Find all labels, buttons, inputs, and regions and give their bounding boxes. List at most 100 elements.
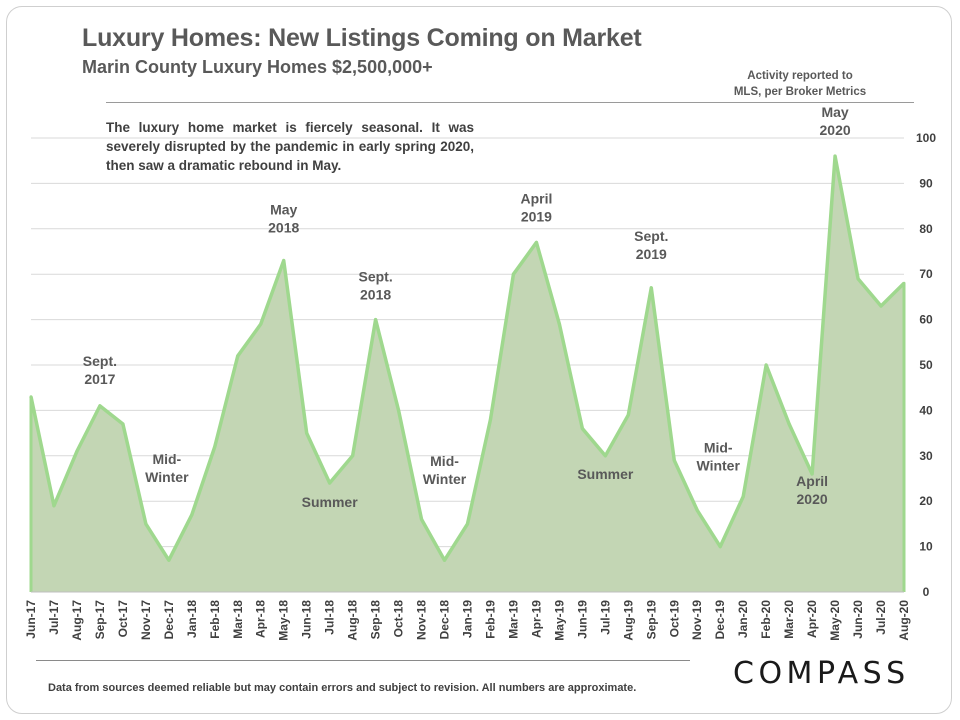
x-tick-label-Dec-19: Dec-19	[713, 600, 727, 640]
x-tick-label-Feb-19: Feb-19	[483, 600, 497, 639]
x-tick-label-May-19: May-19	[552, 600, 566, 641]
data-point-Aug-17	[75, 449, 79, 453]
data-point-Dec-18	[443, 558, 447, 562]
x-tick-label-Aug-17: Aug-17	[70, 600, 84, 641]
annotation-Dec-17-line-1: Mid-	[152, 451, 181, 467]
data-point-Aug-18	[351, 454, 355, 458]
y-tick-label-70: 70	[919, 267, 933, 281]
x-tick-label-Jun-18: Jun-18	[300, 600, 314, 639]
source-note-line-2: MLS, per Broker Metrics	[733, 86, 867, 98]
data-point-Jul-17	[52, 504, 56, 508]
annotation-Dec-18-line-2: Winter	[423, 471, 467, 487]
data-point-Jun-20	[856, 277, 860, 281]
data-point-Nov-19	[695, 508, 699, 512]
x-tick-label-Sep-17: Sep-17	[93, 600, 107, 640]
annotation-Jul-18-line-1: Summer	[302, 494, 359, 510]
annotation-Dec-19-line-2: Winter	[696, 458, 740, 474]
data-point-Mar-19	[511, 272, 515, 276]
data-point-Nov-17	[144, 522, 148, 526]
x-tick-label-Aug-20: Aug-20	[897, 600, 911, 641]
x-tick-label-Oct-19: Oct-19	[667, 600, 681, 638]
data-point-Aug-20	[902, 281, 906, 285]
annotation-Apr-20-line-1: April	[796, 473, 828, 489]
x-tick-label-Mar-20: Mar-20	[782, 600, 796, 639]
annotation-Apr-19-line-2: 2019	[521, 208, 552, 224]
data-point-Feb-19	[488, 417, 492, 421]
x-tick-label-Apr-18: Apr-18	[254, 600, 268, 638]
y-tick-label-100: 100	[916, 131, 936, 145]
x-tick-label-Mar-19: Mar-19	[506, 600, 520, 639]
data-point-Feb-20	[764, 363, 768, 367]
x-tick-label-Jun-17: Jun-17	[24, 600, 38, 639]
x-tick-label-Jan-20: Jan-20	[736, 600, 750, 638]
y-tick-label-90: 90	[919, 176, 933, 190]
data-point-Apr-18	[259, 322, 263, 326]
data-point-Aug-19	[626, 413, 630, 417]
header-divider	[106, 102, 914, 103]
x-tick-label-Jun-20: Jun-20	[851, 600, 865, 639]
annotation-Jul-19-line-1: Summer	[577, 466, 634, 482]
annotation-May-18-line-2: 2018	[268, 220, 299, 236]
x-tick-label-Jul-18: Jul-18	[323, 600, 337, 635]
data-point-May-20	[833, 154, 837, 158]
data-point-Dec-19	[718, 545, 722, 549]
annotation-May-20-line-1: May	[821, 104, 848, 120]
annotation-May-20-line-2: 2020	[820, 122, 851, 138]
data-point-Jul-20	[879, 304, 883, 308]
x-tick-label-Aug-19: Aug-19	[621, 600, 635, 641]
x-tick-label-Oct-17: Oct-17	[116, 600, 130, 638]
y-tick-label-30: 30	[919, 449, 933, 463]
y-tick-label-50: 50	[919, 358, 933, 372]
footer-disclaimer: Data from sources deemed reliable but ma…	[48, 682, 637, 694]
x-tick-label-Nov-19: Nov-19	[690, 600, 704, 640]
slide-frame	[6, 6, 952, 714]
annotation-Sep-19-line-2: 2019	[636, 246, 667, 262]
chart-subtitle: Marin County Luxury Homes $2,500,000+	[82, 57, 433, 77]
annotation-Dec-17-line-2: Winter	[145, 469, 189, 485]
data-point-Mar-20	[787, 422, 791, 426]
annotation-Sep-17-line-1: Sept.	[83, 353, 117, 369]
annotation-Dec-19-line-1: Mid-	[704, 440, 733, 456]
x-tick-label-Mar-18: Mar-18	[231, 600, 245, 639]
data-point-Apr-20	[810, 472, 814, 476]
y-tick-label-60: 60	[919, 313, 933, 327]
y-tick-label-10: 10	[919, 540, 933, 554]
x-tick-label-Dec-18: Dec-18	[438, 600, 452, 640]
y-tick-label-40: 40	[919, 403, 933, 417]
data-point-Sep-19	[649, 286, 653, 290]
data-point-Feb-18	[213, 445, 217, 449]
source-note: Activity reported to MLS, per Broker Met…	[700, 68, 900, 100]
annotation-Sep-17-line-2: 2017	[84, 371, 115, 387]
x-tick-label-Dec-17: Dec-17	[162, 600, 176, 640]
x-tick-label-Sep-19: Sep-19	[644, 600, 658, 640]
data-point-Jul-19	[603, 454, 607, 458]
data-point-Jan-19	[466, 522, 469, 526]
x-tick-label-Sep-18: Sep-18	[369, 600, 383, 640]
y-tick-label-20: 20	[919, 494, 933, 508]
annotation-Apr-20-line-2: 2020	[797, 491, 828, 507]
data-point-Oct-19	[672, 458, 676, 462]
data-point-Oct-18	[397, 408, 401, 412]
annotation-Sep-18-line-2: 2018	[360, 287, 391, 303]
annotation-Sep-19-line-1: Sept.	[634, 228, 668, 244]
x-tick-label-Feb-20: Feb-20	[759, 600, 773, 639]
x-tick-label-May-18: May-18	[277, 600, 291, 641]
data-point-Oct-17	[121, 422, 125, 426]
x-tick-label-Apr-20: Apr-20	[805, 600, 819, 638]
annotation-Sep-18-line-1: Sept.	[358, 269, 392, 285]
source-note-line-1: Activity reported to	[747, 70, 853, 82]
x-tick-label-Jul-20: Jul-20	[874, 600, 888, 635]
annotation-Dec-18-line-1: Mid-	[430, 453, 459, 469]
x-tick-label-Nov-18: Nov-18	[415, 600, 429, 640]
x-tick-label-May-20: May-20	[828, 600, 842, 641]
data-point-Jun-18	[305, 431, 309, 435]
data-point-Jun-17	[29, 395, 33, 399]
data-point-Mar-18	[236, 354, 240, 358]
x-tick-label-Feb-18: Feb-18	[208, 600, 222, 639]
data-point-Jun-19	[580, 427, 584, 431]
annotation-Apr-19-line-1: April	[520, 190, 552, 206]
data-point-Nov-18	[420, 517, 424, 521]
chart-title: Luxury Homes: New Listings Coming on Mar…	[82, 24, 642, 52]
footer-divider	[36, 660, 690, 661]
